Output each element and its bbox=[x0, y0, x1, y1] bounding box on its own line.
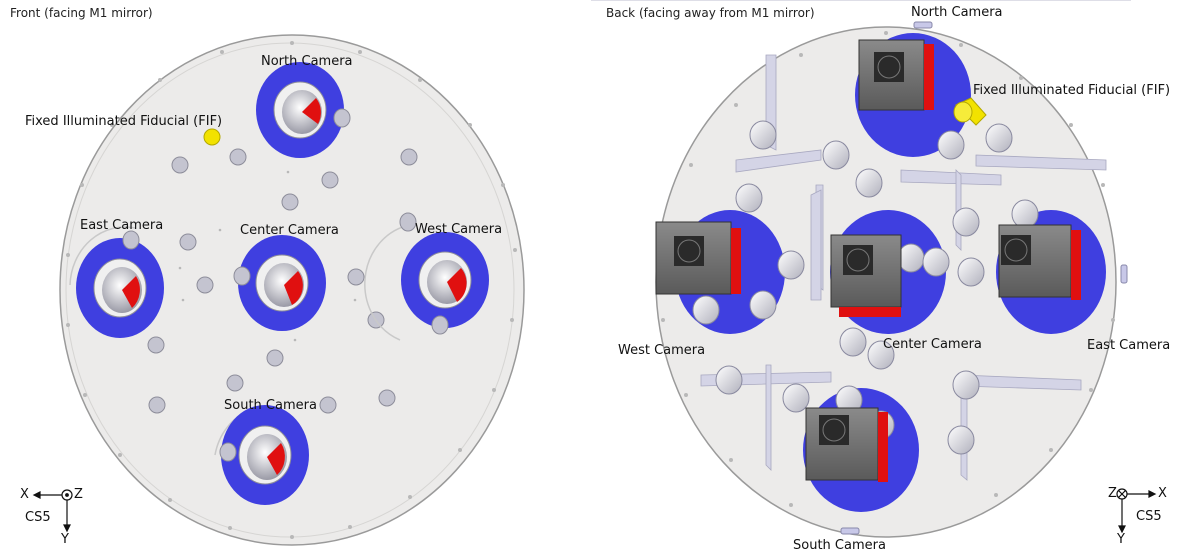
front-west-camera-mount bbox=[364, 212, 489, 341]
front-center-camera-label: Center Camera bbox=[240, 223, 339, 238]
front-y-axis-label: Y bbox=[61, 532, 69, 547]
back-north-camera-body bbox=[858, 39, 934, 111]
back-camera-bodies bbox=[655, 39, 1081, 482]
front-cs5-label: CS5 bbox=[25, 510, 51, 525]
back-x-axis-label: X bbox=[1158, 486, 1167, 501]
back-east-camera-label: East Camera bbox=[1087, 338, 1171, 353]
back-view-title: Back (facing away from M1 mirror) bbox=[606, 6, 815, 20]
back-y-axis-label: Y bbox=[1117, 532, 1125, 547]
front-cs5-axes bbox=[32, 489, 73, 533]
front-north-camera-label: North Camera bbox=[261, 54, 353, 69]
front-index-holes bbox=[178, 170, 357, 342]
back-support-ribs bbox=[591, 0, 1131, 481]
back-south-camera-label: South Camera bbox=[793, 538, 886, 553]
back-fif-label: Fixed Illuminated Fiducial (FIF) bbox=[973, 83, 1171, 98]
back-plate-drawing bbox=[591, 0, 1157, 538]
front-north-camera-mount bbox=[256, 62, 351, 158]
back-center-camera-body bbox=[830, 234, 902, 317]
back-north-camera-label: North Camera bbox=[911, 5, 1003, 20]
back-cs5-axes bbox=[1116, 488, 1157, 534]
front-through-holes bbox=[147, 148, 418, 414]
front-center-camera-mount bbox=[233, 235, 326, 331]
front-south-camera-label: South Camera bbox=[224, 398, 317, 413]
back-lens-barrels bbox=[692, 120, 1039, 455]
front-z-axis-label: Z bbox=[74, 487, 83, 502]
back-south-camera-body bbox=[805, 407, 888, 482]
front-fif-marker bbox=[203, 128, 221, 146]
front-view-title: Front (facing M1 mirror) bbox=[10, 6, 153, 20]
back-fif-marker bbox=[953, 97, 987, 126]
front-east-camera-mount bbox=[69, 226, 164, 338]
back-cs5-label: CS5 bbox=[1136, 509, 1162, 524]
back-rim-tabs bbox=[840, 21, 1128, 535]
front-view-panel: Front (facing M1 mirror) North Camera Fi… bbox=[10, 6, 525, 547]
back-east-camera-body bbox=[998, 224, 1081, 300]
front-rim-bolt-holes bbox=[66, 41, 517, 539]
back-center-camera-label: Center Camera bbox=[883, 337, 982, 352]
front-fif-label: Fixed Illuminated Fiducial (FIF) bbox=[25, 114, 223, 129]
back-west-camera-label: West Camera bbox=[618, 343, 706, 358]
back-west-camera-body bbox=[655, 221, 741, 295]
front-plate-drawing bbox=[32, 34, 525, 546]
back-view-panel: Back (facing away from M1 mirror) North … bbox=[591, 0, 1182, 553]
front-west-camera-label: West Camera bbox=[415, 222, 503, 237]
front-x-axis-label: X bbox=[20, 487, 29, 502]
front-east-camera-label: East Camera bbox=[80, 218, 164, 233]
back-z-axis-label: Z bbox=[1108, 486, 1117, 501]
front-south-camera-mount bbox=[214, 405, 309, 505]
